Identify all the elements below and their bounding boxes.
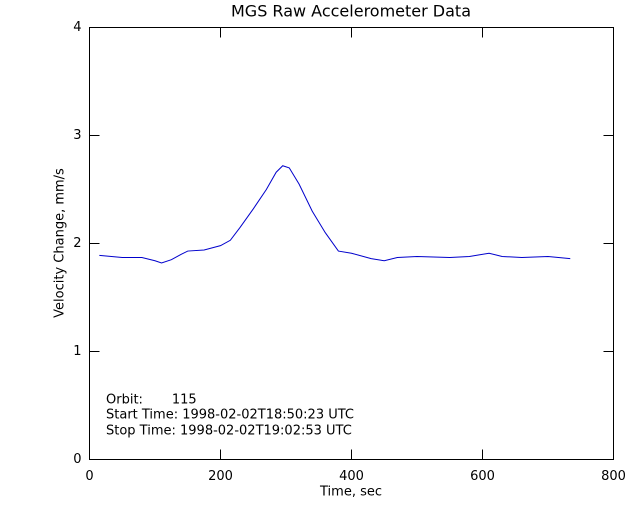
x-tick-label: 0 <box>85 469 93 484</box>
y-tick-label: 4 <box>73 20 81 35</box>
annotation: Stop Time: 1998-02-02T19:02:53 UTC <box>106 424 352 439</box>
x-tick-label: 200 <box>208 469 233 484</box>
y-tick-label: 1 <box>73 344 81 359</box>
x-tick-label: 400 <box>339 469 364 484</box>
x-tick-label: 800 <box>601 469 626 484</box>
annotation: Start Time: 1998-02-02T18:50:23 UTC <box>106 408 354 423</box>
x-tick-label: 600 <box>470 469 495 484</box>
chart-title: MGS Raw Accelerometer Data <box>231 2 471 21</box>
y-tick-label: 2 <box>73 236 81 251</box>
annotation: Orbit: 115 <box>106 393 197 408</box>
y-tick-label: 3 <box>73 128 81 143</box>
y-axis-label: Velocity Change, mm/s <box>53 168 68 318</box>
y-tick-label: 0 <box>73 452 81 467</box>
data-line <box>99 165 571 264</box>
x-axis-label: Time, sec <box>319 485 382 500</box>
